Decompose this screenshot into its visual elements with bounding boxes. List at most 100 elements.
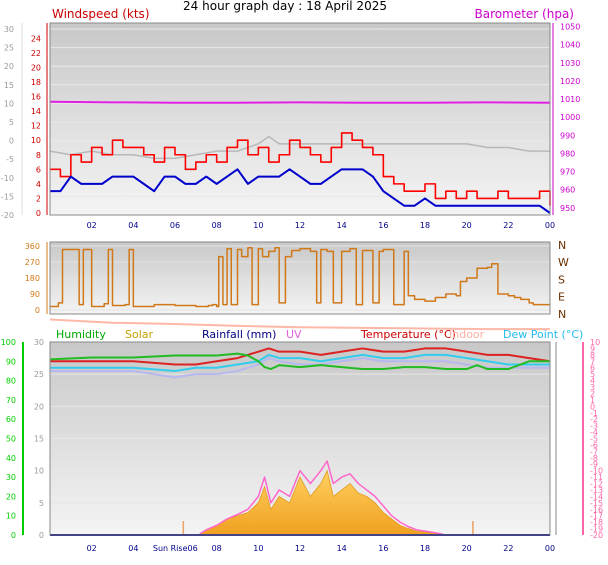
temperature-x-tick-label: 02: [87, 544, 97, 553]
humidity-tick-label: 30: [6, 473, 16, 482]
humidity-tick-label: 50: [6, 435, 16, 444]
temperature-x-tick-label: 04: [128, 544, 138, 553]
windspeed-tick-label: 12: [31, 122, 41, 131]
dew-point-line: [50, 353, 550, 372]
wind-outer-tick-label: 15: [4, 81, 14, 90]
wind-average-line: [50, 168, 551, 214]
humidity-tick-label: 90: [6, 357, 16, 366]
wind-outer-tick-label: 20: [4, 62, 14, 71]
barometer-tick-label: 1000: [560, 113, 580, 122]
humidity-tick-label: 40: [6, 454, 16, 463]
barometer-tick-label: 980: [560, 149, 575, 158]
temperature-tick-label: -13: [590, 486, 603, 495]
barometer-tick-label: 1010: [560, 95, 580, 104]
temperature-tick-label: -5: [590, 435, 598, 444]
temperature-x-tick-label: 22: [503, 544, 513, 553]
barometer-tick-label: 1050: [560, 23, 580, 32]
temperature-tick-label: -11: [590, 473, 603, 482]
legend-item: Solar: [125, 328, 154, 341]
rain-tick-label: 5: [39, 499, 44, 508]
temperature-line: [50, 347, 551, 366]
wind-x-tick-label: 22: [503, 221, 513, 230]
humidity-line: [49, 352, 550, 371]
compass-label: W: [558, 256, 569, 269]
temperature-x-tick-label: 14: [337, 544, 347, 553]
barometer-tick-label: 970: [560, 168, 575, 177]
temperature-tick-label: 6: [590, 364, 595, 373]
temperature-x-tick-label: 08: [212, 544, 222, 553]
wind-outer-tick-label: 5: [9, 118, 14, 127]
barometer-tick-label: 950: [560, 204, 575, 213]
legend-item: Indoor: [449, 328, 485, 341]
wind-outer-tick-label: 10: [4, 99, 14, 108]
wind-outer-tick-label: 0: [9, 137, 14, 146]
temperature-tick-label: 2: [590, 389, 595, 398]
direction-tick-label: 270: [25, 258, 40, 267]
direction-tick-label: 90: [30, 290, 40, 299]
wind-outer-tick-label: -20: [1, 211, 14, 220]
temperature-x-tick-label: 18: [420, 544, 430, 553]
direction-panel-series: [50, 247, 550, 308]
temperature-tick-label: -16: [590, 505, 603, 514]
wind-outer-tick-label: -15: [1, 192, 14, 201]
windspeed-tick-label: 4: [36, 180, 41, 189]
wind-gust-line: [50, 132, 551, 206]
legend-item: Rainfall (mm): [202, 328, 276, 341]
barometer-tick-label: 990: [560, 131, 575, 140]
wind-panel-frame: [49, 22, 551, 216]
temperature-tick-label: 9: [590, 344, 595, 353]
temperature-tick-label: -1: [590, 409, 598, 418]
temperature-tick-label: -2: [590, 415, 598, 424]
solar-area: [199, 469, 446, 536]
compass-label: S: [558, 273, 565, 286]
wind-x-axis-ticks: 02 04 06 08 10 12 14 16 18 20 22 00: [87, 221, 556, 230]
temperature-tick-label: 0: [590, 402, 595, 411]
temperature-tick-label: -9: [590, 460, 598, 469]
windspeed-tick-label: 20: [31, 63, 41, 72]
temperature-tick-label: -6: [590, 441, 598, 450]
compass-label: N: [558, 308, 566, 321]
temperature-tick-label: 4: [590, 377, 595, 386]
temperature-tick-label: -10: [590, 467, 603, 476]
direction-tick-label: 360: [25, 242, 40, 251]
wind-panel-series: [49, 100, 551, 214]
direction-tick-label: 0: [35, 306, 40, 315]
rain-tick-label: 25: [34, 370, 44, 379]
wind-outer-tick-label: -5: [6, 155, 14, 164]
temperature-tick-label: -3: [590, 422, 598, 431]
temperature-x-tick-label: 00: [545, 544, 555, 553]
uv-line: [199, 460, 447, 536]
wind-panel-background: [50, 23, 550, 215]
wind-x-tick-label: 10: [253, 221, 263, 230]
wind-x-tick-label: 18: [420, 221, 430, 230]
windspeed-tick-label: 18: [31, 78, 41, 87]
barometer-line: [49, 100, 551, 104]
humidity-tick-label: 70: [6, 396, 16, 405]
temperature-tick-label: -7: [590, 447, 598, 456]
temperature-panel-frame: [49, 341, 551, 536]
barometer-tick-label: 1040: [560, 41, 580, 50]
windspeed-tick-label: 10: [31, 136, 41, 145]
rain-tick-label: 0: [39, 531, 44, 540]
temperature-tick-label: 3: [590, 383, 595, 392]
wind-x-tick-label: 06: [170, 221, 180, 230]
rain-tick-label: 30: [34, 338, 44, 347]
temperature-tick-label: 7: [590, 357, 595, 366]
barometer-tick-label: 1020: [560, 77, 580, 86]
rain-tick-label: 15: [34, 435, 44, 444]
humidity-tick-label: 10: [6, 512, 16, 521]
wind-direction-line: [50, 247, 550, 308]
temperature-x-axis-ticks: 02 04 Sun Rise 06 08 10 12 14 16 18 20 22 00: [87, 544, 556, 553]
rain-axis-ticks: 30 25 20 15 10 5 0: [34, 338, 44, 540]
wind-x-tick-label: 02: [87, 221, 97, 230]
temperature-tick-label: -15: [590, 499, 603, 508]
temperature-tick-label: -14: [590, 492, 603, 501]
windspeed-tick-label: 24: [31, 34, 41, 43]
windspeed-axis-title: Windspeed (kts): [52, 7, 150, 21]
windspeed-tick-label: 16: [31, 93, 41, 102]
wind-x-tick-label: 00: [545, 221, 555, 230]
